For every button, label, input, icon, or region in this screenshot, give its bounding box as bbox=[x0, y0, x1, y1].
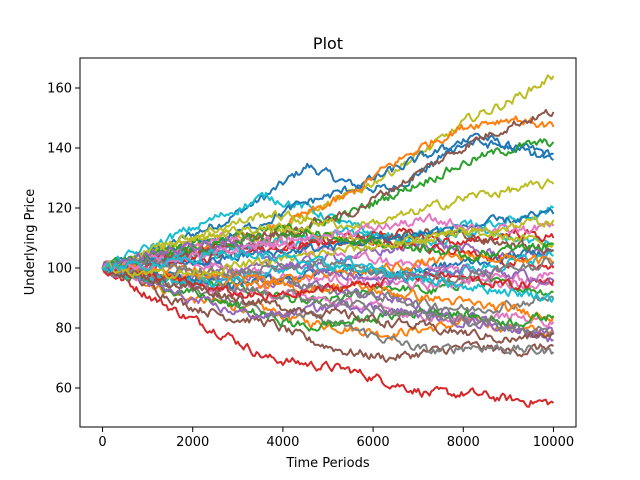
x-axis: 0 2000 4000 6000 8000 10000 bbox=[98, 427, 574, 450]
y-axis: 60 80 100 120 140 160 bbox=[47, 82, 80, 397]
y-tick-label: 160 bbox=[47, 82, 72, 97]
x-axis-label: Time Periods bbox=[285, 456, 369, 471]
series-line-6 bbox=[101, 263, 554, 363]
x-tick-label: 8000 bbox=[447, 435, 480, 450]
x-tick-label: 4000 bbox=[266, 435, 299, 450]
y-tick-label: 80 bbox=[55, 322, 72, 337]
plot-frame bbox=[79, 57, 577, 428]
series-line-25 bbox=[102, 266, 555, 338]
series-layer bbox=[101, 74, 555, 408]
y-tick-label: 120 bbox=[47, 202, 72, 217]
series-line-39 bbox=[102, 216, 555, 280]
x-tick-label: 0 bbox=[98, 435, 106, 450]
y-axis-label: Underlying Price bbox=[23, 189, 38, 296]
y-tick-label: 100 bbox=[47, 262, 72, 277]
series-line-34 bbox=[101, 267, 555, 302]
series-line-40 bbox=[101, 248, 555, 303]
series-line-38 bbox=[101, 257, 555, 285]
y-tick-label: 140 bbox=[47, 142, 72, 157]
x-tick-label: 6000 bbox=[357, 435, 390, 450]
y-tick-label: 60 bbox=[55, 382, 72, 397]
series-line-4 bbox=[101, 267, 555, 408]
x-tick-label: 2000 bbox=[176, 435, 209, 450]
chart-title: Plot bbox=[313, 34, 343, 53]
series-line-35 bbox=[101, 238, 554, 286]
x-tick-label: 10000 bbox=[533, 435, 574, 450]
series-line-33 bbox=[101, 228, 554, 269]
series-line-36 bbox=[102, 263, 554, 344]
